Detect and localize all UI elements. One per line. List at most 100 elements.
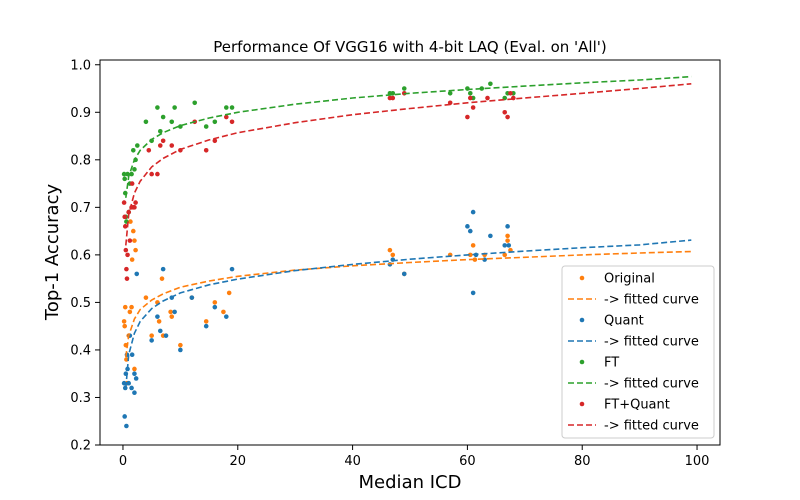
data-point [129, 171, 134, 177]
data-point [401, 86, 407, 91]
data-point [129, 352, 135, 357]
legend-marker [579, 317, 585, 323]
data-point [203, 148, 209, 153]
data-point [203, 124, 209, 129]
data-point [212, 138, 218, 144]
data-point [178, 347, 183, 353]
data-point [129, 181, 135, 186]
chart-title: Performance Of VGG16 with 4-bit LAQ (Eva… [213, 38, 606, 56]
data-point [129, 304, 134, 310]
data-point [470, 243, 476, 248]
data-point [172, 105, 177, 110]
data-point [169, 119, 175, 125]
legend-label: -> fitted curve [604, 293, 699, 308]
data-point [122, 224, 128, 229]
data-point [212, 300, 218, 305]
data-point [401, 271, 407, 277]
data-point [221, 309, 226, 315]
data-point [149, 338, 154, 343]
data-point [159, 276, 165, 281]
data-point [505, 114, 510, 120]
data-point [121, 319, 127, 324]
data-point [203, 323, 209, 329]
data-point [168, 309, 173, 315]
data-point [121, 200, 127, 205]
data-point [203, 319, 209, 324]
data-point [505, 238, 510, 243]
data-point [149, 171, 154, 177]
x-tick-label: 0 [119, 454, 127, 469]
data-point [132, 167, 137, 172]
y-tick-label: 0.3 [70, 391, 91, 406]
legend-label: -> fitted curve [604, 419, 699, 434]
legend-label: -> fitted curve [604, 335, 699, 350]
data-point [124, 266, 129, 272]
data-point [387, 247, 393, 253]
y-tick-label: 0.6 [70, 248, 91, 263]
data-point [155, 105, 160, 110]
fitted-curve-line [125, 83, 692, 246]
data-point [156, 319, 162, 324]
data-point [146, 148, 152, 153]
x-tick-label: 100 [685, 454, 710, 469]
data-point [122, 304, 128, 310]
data-point [502, 109, 508, 115]
data-point [129, 257, 135, 262]
fitted-curve-line [125, 75, 692, 198]
x-axis-ticks: 0 20 40 60 80 100 [119, 445, 710, 469]
data-point [488, 233, 493, 239]
data-point [124, 423, 129, 429]
data-point [132, 390, 137, 396]
data-point [130, 228, 136, 234]
data-point [506, 243, 512, 248]
data-point [133, 247, 138, 253]
data-point [470, 290, 476, 296]
data-point [229, 105, 235, 110]
y-tick-label: 0.8 [70, 153, 91, 168]
data-point [505, 224, 510, 229]
data-point [132, 371, 137, 377]
data-point [508, 90, 513, 96]
data-point [160, 114, 166, 120]
data-point [121, 380, 127, 386]
data-point [488, 81, 493, 87]
data-point [470, 209, 476, 215]
data-point [160, 138, 166, 144]
data-point [505, 233, 510, 239]
data-point [189, 295, 195, 300]
x-tick-label: 60 [459, 454, 476, 469]
data-point [134, 271, 140, 277]
fitted-curve-line [125, 250, 692, 358]
data-point [485, 95, 490, 101]
y-tick-label: 1.0 [70, 58, 91, 73]
axes-frame [99, 59, 721, 446]
data-point [157, 143, 163, 148]
data-point [155, 314, 160, 319]
data-point [135, 143, 140, 148]
data-point [467, 228, 473, 234]
legend-label: FT [604, 356, 619, 371]
series-ft-quant [121, 90, 516, 281]
data-point [223, 314, 229, 319]
data-point [125, 252, 130, 258]
data-point [390, 252, 396, 258]
legend-label: Quant [604, 314, 644, 329]
y-tick-label: 0.2 [70, 439, 91, 454]
y-tick-label: 0.7 [70, 201, 91, 216]
legend-label: FT+Quant [604, 398, 670, 413]
x-axis-title: Median ICD [359, 472, 462, 493]
data-point [122, 214, 127, 220]
data-point [122, 323, 127, 329]
data-point [128, 219, 133, 224]
data-point [163, 333, 169, 338]
x-tick-label: 40 [344, 454, 361, 469]
data-point [123, 247, 129, 253]
data-point [212, 119, 218, 125]
data-point [192, 100, 198, 106]
data-point [229, 119, 235, 125]
data-point [130, 148, 136, 153]
data-point [169, 143, 175, 148]
data-point [467, 95, 473, 101]
legend-marker [579, 359, 585, 365]
